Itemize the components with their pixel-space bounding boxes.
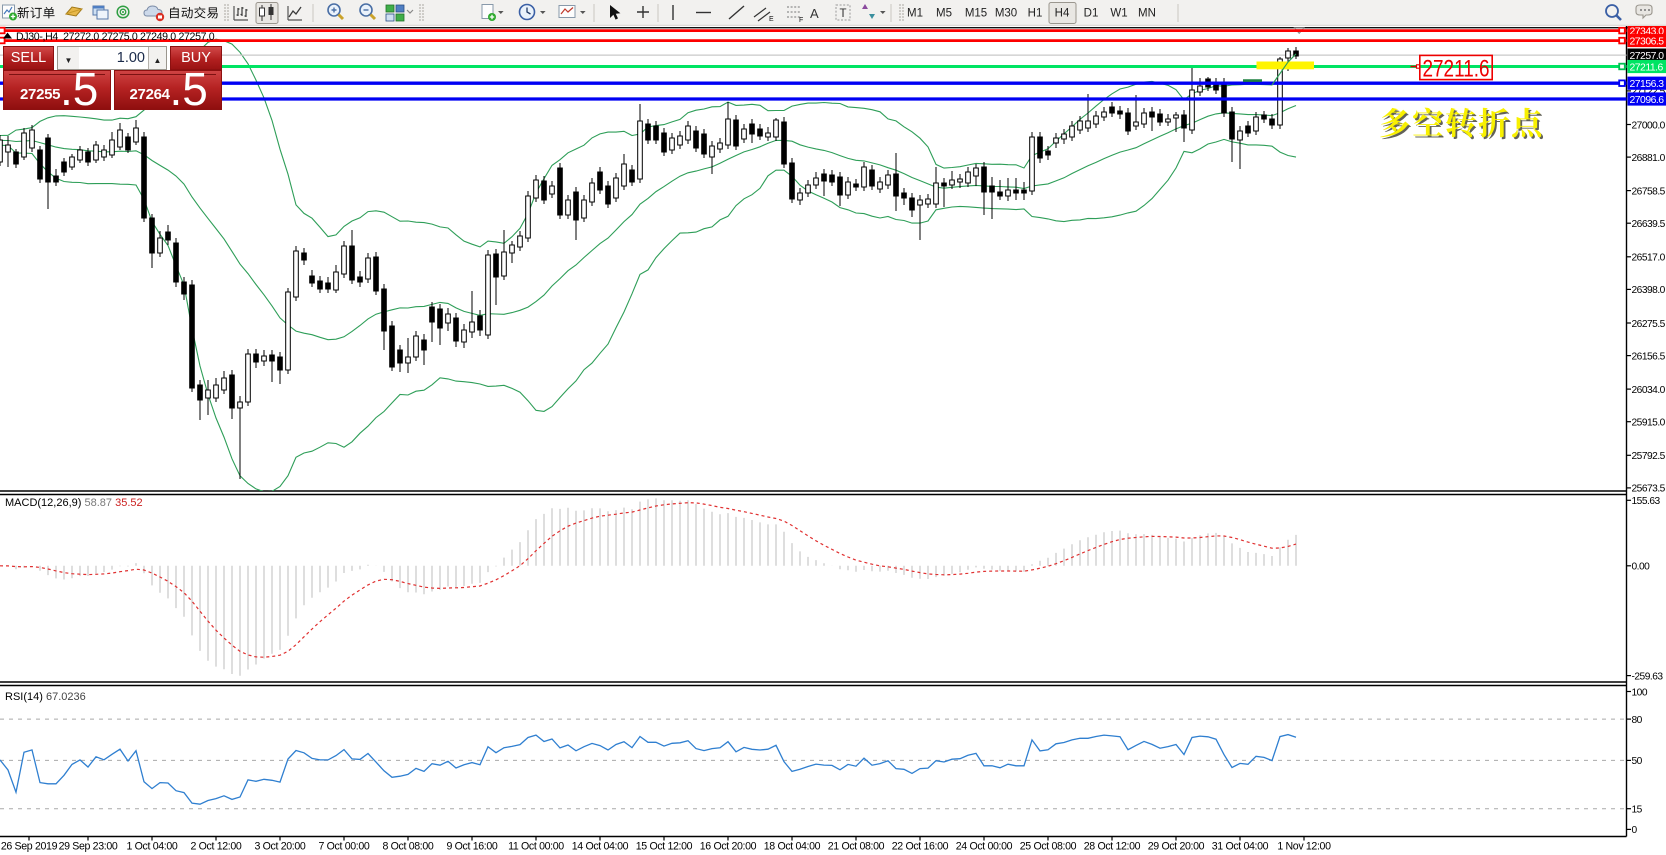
svg-text:M1: M1 [907,8,923,20]
svg-text:15: 15 [1632,805,1643,816]
svg-text:27122.5: 27122.5 [1632,87,1666,98]
svg-text:H1: H1 [1028,8,1043,20]
svg-text:M30: M30 [995,8,1017,20]
svg-text:31 Oct 04:00: 31 Oct 04:00 [1212,841,1269,853]
svg-text:MN: MN [1138,8,1156,20]
svg-text:M15: M15 [965,8,987,20]
svg-text:H4: H4 [1055,8,1070,20]
svg-text:9 Oct 16:00: 9 Oct 16:00 [447,841,498,853]
svg-text:26156.5: 26156.5 [1632,351,1666,362]
svg-text:27156.3: 27156.3 [1630,79,1665,90]
svg-text:0: 0 [1632,825,1638,836]
svg-text:27000.0: 27000.0 [1632,120,1666,131]
svg-text:24 Oct 00:00: 24 Oct 00:00 [956,841,1013,853]
svg-text:27257.0: 27257.0 [1630,51,1665,62]
svg-text:25 Oct 08:00: 25 Oct 08:00 [1020,841,1077,853]
svg-text:26639.5: 26639.5 [1632,219,1666,230]
svg-text:27306.5: 27306.5 [1630,37,1665,48]
svg-text:27211.6: 27211.6 [1630,63,1664,74]
svg-text:A: A [810,6,819,21]
svg-text:80: 80 [1632,715,1643,726]
svg-text:M5: M5 [936,8,952,20]
svg-text:25673.5: 25673.5 [1632,484,1666,495]
svg-text:T: T [840,8,847,20]
svg-text:21 Oct 08:00: 21 Oct 08:00 [828,841,885,853]
svg-text:D1: D1 [1084,8,1099,20]
svg-text:29 Sep 23:00: 29 Sep 23:00 [59,841,118,853]
svg-text:26881.0: 26881.0 [1632,153,1666,164]
svg-text:7 Oct 00:00: 7 Oct 00:00 [319,841,370,853]
svg-text:3 Oct 20:00: 3 Oct 20:00 [255,841,306,853]
svg-text:E: E [769,16,774,23]
svg-text:2 Oct 12:00: 2 Oct 12:00 [191,841,242,853]
svg-text:27211.6: 27211.6 [1423,56,1490,83]
svg-text:27343.0: 27343.0 [1630,27,1665,38]
svg-text:155.63: 155.63 [1632,496,1661,507]
svg-text:11 Oct 00:00: 11 Oct 00:00 [508,841,564,853]
svg-text:1 Oct 04:00: 1 Oct 04:00 [127,841,178,853]
svg-text:MACD(12,26,9) 58.87 35.52: MACD(12,26,9) 58.87 35.52 [5,497,143,509]
svg-text:50: 50 [1632,756,1643,767]
svg-text:-259.63: -259.63 [1632,671,1664,682]
svg-text:100: 100 [1632,687,1648,698]
svg-text:25792.5: 25792.5 [1632,451,1666,462]
svg-text:0.00: 0.00 [1632,562,1651,573]
svg-text:25915.0: 25915.0 [1632,418,1666,429]
svg-text:RSI(14) 67.0236: RSI(14) 67.0236 [5,691,86,703]
svg-text:28 Oct 12:00: 28 Oct 12:00 [1084,841,1141,853]
svg-text:26 Sep 2019: 26 Sep 2019 [1,841,58,853]
svg-text:26517.0: 26517.0 [1632,253,1666,264]
svg-text:W1: W1 [1110,8,1127,20]
svg-text:26398.0: 26398.0 [1632,285,1666,296]
svg-text:DJ30-,H4 27272.0 27275.0 2724: DJ30-,H4 27272.0 27275.0 27249.0 27257.0 [16,31,215,43]
svg-text:14 Oct 04:00: 14 Oct 04:00 [572,841,629,853]
svg-text:27096.6: 27096.6 [1630,95,1665,106]
svg-text:F: F [799,17,803,24]
svg-text:8 Oct 08:00: 8 Oct 08:00 [383,841,434,853]
svg-text:26275.5: 26275.5 [1632,319,1666,330]
svg-text:16 Oct 20:00: 16 Oct 20:00 [700,841,757,853]
svg-text:15 Oct 12:00: 15 Oct 12:00 [636,841,693,853]
svg-text:1 Nov 12:00: 1 Nov 12:00 [1277,841,1331,853]
svg-text:18 Oct 04:00: 18 Oct 04:00 [764,841,821,853]
svg-text:26758.5: 26758.5 [1632,186,1666,197]
svg-text:26034.0: 26034.0 [1632,385,1666,396]
svg-text:29 Oct 20:00: 29 Oct 20:00 [1148,841,1205,853]
svg-text:22 Oct 16:00: 22 Oct 16:00 [892,841,949,853]
